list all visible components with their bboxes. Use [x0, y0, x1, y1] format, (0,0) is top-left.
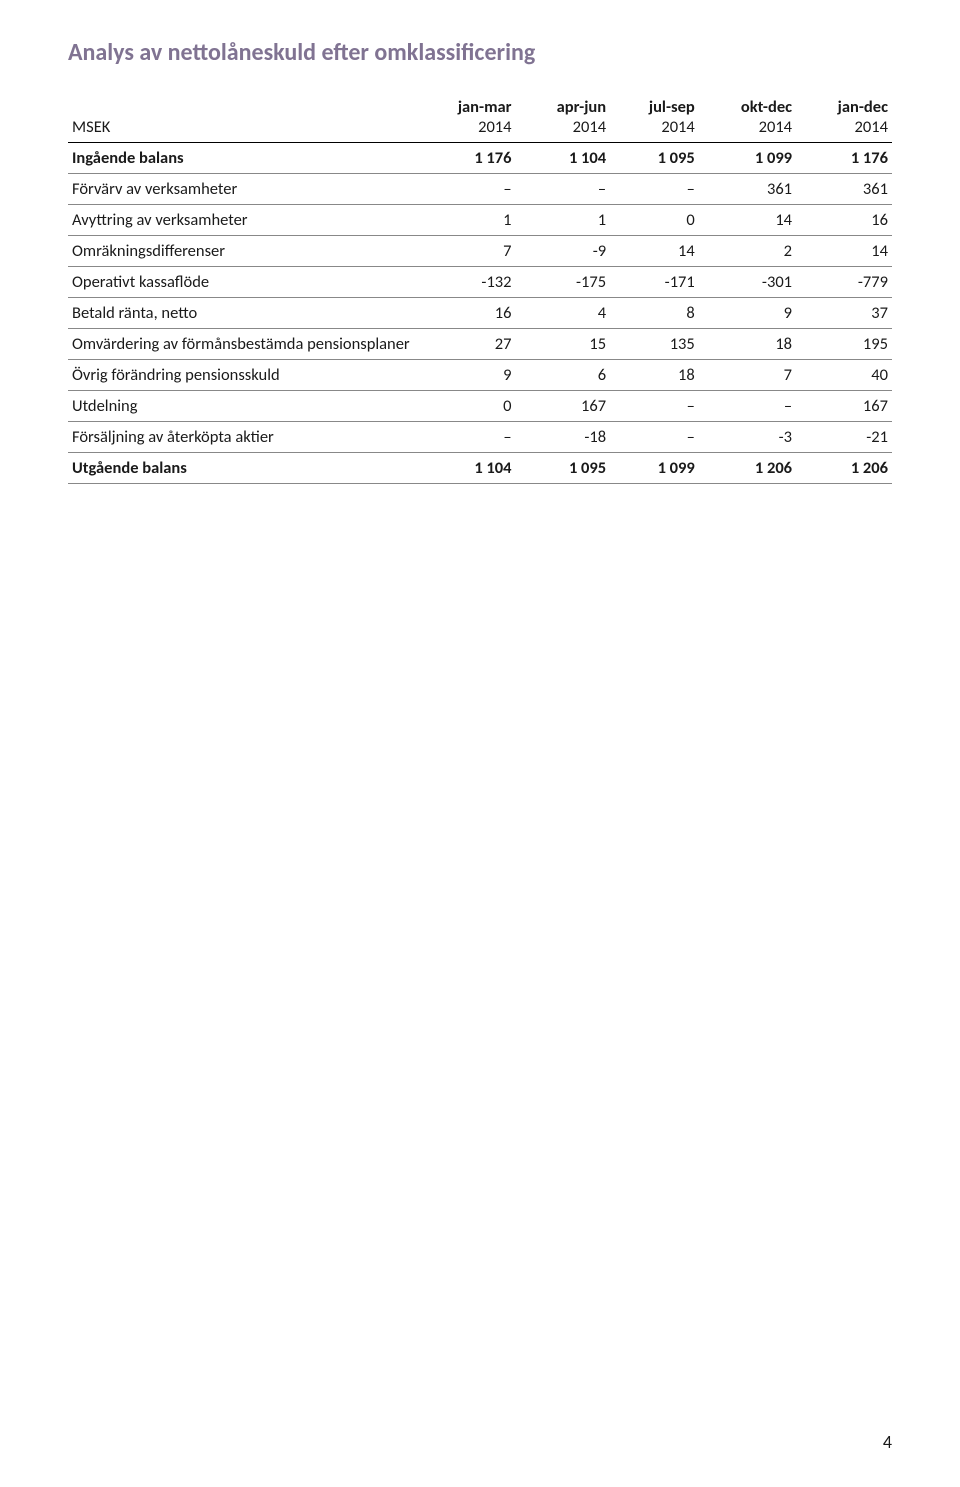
- period-header: apr-jun: [516, 91, 611, 117]
- data-cell: 7: [414, 236, 515, 267]
- table-head: jan-mar apr-jun jul-sep okt-dec jan-dec …: [68, 91, 892, 143]
- row-label: Ingående balans: [68, 143, 414, 174]
- data-cell: 27: [414, 329, 515, 360]
- data-cell: -171: [610, 267, 699, 298]
- period-header: jan-mar: [414, 91, 515, 117]
- data-cell: 14: [699, 205, 796, 236]
- data-cell: 9: [414, 360, 515, 391]
- page-container: Analys av nettolåneskuld efter omklassif…: [0, 0, 960, 1487]
- data-cell: 1 099: [699, 143, 796, 174]
- data-cell: 167: [796, 391, 892, 422]
- data-cell: 1: [516, 205, 611, 236]
- data-cell: –: [414, 174, 515, 205]
- data-cell: –: [516, 174, 611, 205]
- data-cell: 167: [516, 391, 611, 422]
- data-cell: -21: [796, 422, 892, 453]
- year-header-row: MSEK 2014 2014 2014 2014 2014: [68, 117, 892, 143]
- data-cell: 16: [414, 298, 515, 329]
- data-cell: 0: [414, 391, 515, 422]
- data-cell: 1 104: [414, 453, 515, 484]
- data-cell: 361: [699, 174, 796, 205]
- data-cell: 1 095: [516, 453, 611, 484]
- table-row: Operativt kassaflöde-132-175-171-301-779: [68, 267, 892, 298]
- data-cell: 16: [796, 205, 892, 236]
- table-row: Utgående balans1 1041 0951 0991 2061 206: [68, 453, 892, 484]
- data-cell: 1 206: [796, 453, 892, 484]
- year-header: 2014: [516, 117, 611, 143]
- period-header: jan-dec: [796, 91, 892, 117]
- data-cell: -132: [414, 267, 515, 298]
- table-row: Betald ränta, netto1648937: [68, 298, 892, 329]
- data-cell: 1 206: [699, 453, 796, 484]
- data-cell: 1: [414, 205, 515, 236]
- table-row: Förvärv av verksamheter–––361361: [68, 174, 892, 205]
- data-cell: -175: [516, 267, 611, 298]
- data-cell: 361: [796, 174, 892, 205]
- row-label: Omräkningsdifferenser: [68, 236, 414, 267]
- table-row: Utdelning0167––167: [68, 391, 892, 422]
- row-label: Betald ränta, netto: [68, 298, 414, 329]
- year-header: 2014: [796, 117, 892, 143]
- year-header: 2014: [699, 117, 796, 143]
- table-row: Försäljning av återköpta aktier–-18–-3-2…: [68, 422, 892, 453]
- data-cell: -301: [699, 267, 796, 298]
- data-cell: 7: [699, 360, 796, 391]
- year-header: 2014: [414, 117, 515, 143]
- data-cell: 18: [699, 329, 796, 360]
- data-cell: 1 104: [516, 143, 611, 174]
- page-number: 4: [883, 1431, 892, 1453]
- msek-label: MSEK: [68, 117, 414, 143]
- data-cell: 1 095: [610, 143, 699, 174]
- financial-table: jan-mar apr-jun jul-sep okt-dec jan-dec …: [68, 91, 892, 484]
- data-cell: -18: [516, 422, 611, 453]
- year-header: 2014: [610, 117, 699, 143]
- data-cell: 14: [796, 236, 892, 267]
- row-label: Försäljning av återköpta aktier: [68, 422, 414, 453]
- row-label: Avyttring av verksamheter: [68, 205, 414, 236]
- data-cell: 9: [699, 298, 796, 329]
- data-cell: –: [699, 391, 796, 422]
- row-label: Operativt kassaflöde: [68, 267, 414, 298]
- data-cell: 15: [516, 329, 611, 360]
- data-cell: –: [610, 174, 699, 205]
- data-cell: 135: [610, 329, 699, 360]
- table-row: Omvärdering av förmånsbestämda pensionsp…: [68, 329, 892, 360]
- data-cell: 0: [610, 205, 699, 236]
- data-cell: -3: [699, 422, 796, 453]
- data-cell: 8: [610, 298, 699, 329]
- period-header-row: jan-mar apr-jun jul-sep okt-dec jan-dec: [68, 91, 892, 117]
- data-cell: 14: [610, 236, 699, 267]
- header-blank-cell: [68, 91, 414, 117]
- data-cell: 37: [796, 298, 892, 329]
- table-row: Ingående balans1 1761 1041 0951 0991 176: [68, 143, 892, 174]
- row-label: Övrig förändring pensionsskuld: [68, 360, 414, 391]
- data-cell: -779: [796, 267, 892, 298]
- data-cell: -9: [516, 236, 611, 267]
- data-cell: –: [610, 391, 699, 422]
- table-row: Övrig förändring pensionsskuld9618740: [68, 360, 892, 391]
- row-label: Utdelning: [68, 391, 414, 422]
- period-header: jul-sep: [610, 91, 699, 117]
- table-row: Omräkningsdifferenser7-914214: [68, 236, 892, 267]
- data-cell: 2: [699, 236, 796, 267]
- data-cell: 4: [516, 298, 611, 329]
- row-label: Omvärdering av förmånsbestämda pensionsp…: [68, 329, 414, 360]
- data-cell: –: [414, 422, 515, 453]
- data-cell: 6: [516, 360, 611, 391]
- row-label: Utgående balans: [68, 453, 414, 484]
- page-title: Analys av nettolåneskuld efter omklassif…: [68, 38, 892, 67]
- data-cell: 40: [796, 360, 892, 391]
- data-cell: –: [610, 422, 699, 453]
- row-label: Förvärv av verksamheter: [68, 174, 414, 205]
- data-cell: 1 176: [796, 143, 892, 174]
- table-body: Ingående balans1 1761 1041 0951 0991 176…: [68, 143, 892, 484]
- data-cell: 1 099: [610, 453, 699, 484]
- data-cell: 195: [796, 329, 892, 360]
- data-cell: 1 176: [414, 143, 515, 174]
- period-header: okt-dec: [699, 91, 796, 117]
- table-row: Avyttring av verksamheter1101416: [68, 205, 892, 236]
- data-cell: 18: [610, 360, 699, 391]
